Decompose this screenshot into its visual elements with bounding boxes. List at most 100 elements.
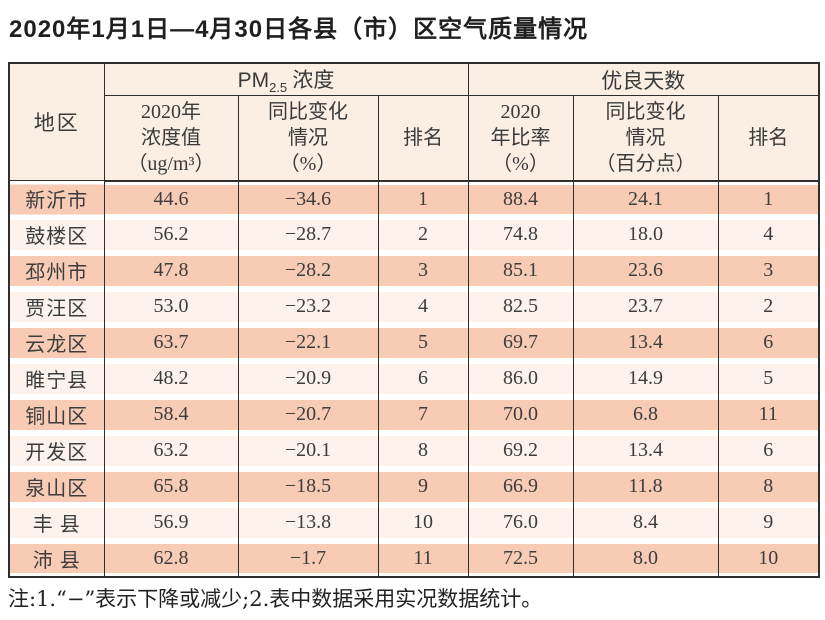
cell-days-rank: 3 <box>717 252 820 289</box>
cell-pm-change: −20.9 <box>237 360 379 397</box>
table-row: 邳州市 47.8 −28.2 3 85.1 23.6 3 <box>8 252 820 289</box>
cell-pm-value: 58.4 <box>103 396 239 433</box>
cell-pm-value: 65.8 <box>103 468 239 505</box>
cell-days-change: 8.0 <box>572 540 719 577</box>
cell-days-ratio: 74.8 <box>467 216 574 253</box>
cell-pm-change: −20.7 <box>237 396 379 433</box>
cell-days-change: 23.7 <box>572 288 719 325</box>
cell-pm-value: 44.6 <box>103 180 239 217</box>
page-title: 2020年1月1日—4月30日各县（市）区空气质量情况 <box>9 16 589 43</box>
pm25-label-prefix: PM <box>237 69 270 92</box>
table-row: 泉山区 65.8 −18.5 9 66.9 11.8 8 <box>8 468 820 505</box>
cell-pm-rank: 10 <box>377 504 469 541</box>
footnote: 注:1.“−”表示下降或减少;2.表中数据采用实况数据统计。 <box>8 587 543 611</box>
cell-days-ratio: 70.0 <box>467 396 574 433</box>
cell-pm-value: 62.8 <box>103 540 239 577</box>
cell-region: 云龙区 <box>8 324 105 361</box>
cell-days-rank: 4 <box>717 216 820 253</box>
table-row: 铜山区 58.4 −20.7 7 70.0 6.8 11 <box>8 396 820 433</box>
cell-pm-value: 63.2 <box>103 432 239 469</box>
cell-pm-value: 56.9 <box>103 504 239 541</box>
cell-days-rank: 10 <box>717 540 820 577</box>
cell-region: 泉山区 <box>8 468 105 505</box>
cell-pm-rank: 6 <box>377 360 469 397</box>
column-group-good-days: 优良天数 <box>467 63 820 97</box>
cell-region: 鼓楼区 <box>8 216 105 253</box>
cell-pm-rank: 9 <box>377 468 469 505</box>
cell-days-ratio: 69.7 <box>467 324 574 361</box>
table-header: 地区 PM2.5 浓度 优良天数 2020年 浓度值 （ug/m³） 同比变化 … <box>8 63 820 182</box>
cell-days-rank: 8 <box>717 468 820 505</box>
cell-days-ratio: 82.5 <box>467 288 574 325</box>
cell-days-change: 13.4 <box>572 324 719 361</box>
cell-region: 贾汪区 <box>8 288 105 325</box>
cell-pm-value: 48.2 <box>103 360 239 397</box>
cell-days-change: 8.4 <box>572 504 719 541</box>
cell-days-rank: 6 <box>717 324 820 361</box>
cell-region: 开发区 <box>8 432 105 469</box>
table-body: 新沂市 44.6 −34.6 1 88.4 24.1 1 鼓楼区 56.2 −28.7 2 74.8 1… <box>8 180 820 577</box>
cell-days-ratio: 66.9 <box>467 468 574 505</box>
cell-pm-change: −13.8 <box>237 504 379 541</box>
cell-pm-change: −22.1 <box>237 324 379 361</box>
cell-region: 邳州市 <box>8 252 105 289</box>
cell-pm-rank: 4 <box>377 288 469 325</box>
column-header-pm-rank: 排名 <box>377 95 469 182</box>
cell-days-ratio: 85.1 <box>467 252 574 289</box>
cell-days-ratio: 69.2 <box>467 432 574 469</box>
cell-pm-change: −28.2 <box>237 252 379 289</box>
column-header-pm-change: 同比变化 情况 （%） <box>237 95 379 182</box>
cell-region: 沛 县 <box>8 540 105 577</box>
cell-pm-rank: 8 <box>377 432 469 469</box>
cell-pm-value: 47.8 <box>103 252 239 289</box>
pm25-label-subscript: 2.5 <box>269 80 288 96</box>
cell-pm-value: 56.2 <box>103 216 239 253</box>
header-group-row: 地区 PM2.5 浓度 优良天数 <box>8 63 820 182</box>
cell-region: 新沂市 <box>8 180 105 217</box>
table-row: 鼓楼区 56.2 −28.7 2 74.8 18.0 4 <box>8 216 820 253</box>
table-row: 新沂市 44.6 −34.6 1 88.4 24.1 1 <box>8 180 820 217</box>
cell-days-rank: 5 <box>717 360 820 397</box>
cell-days-ratio: 76.0 <box>467 504 574 541</box>
table-row: 开发区 63.2 −20.1 8 69.2 13.4 6 <box>8 432 820 469</box>
cell-days-change: 24.1 <box>572 180 719 217</box>
cell-pm-rank: 7 <box>377 396 469 433</box>
table-row: 丰 县 56.9 −13.8 10 76.0 8.4 9 <box>8 504 820 541</box>
cell-days-rank: 9 <box>717 504 820 541</box>
air-quality-table: 地区 PM2.5 浓度 优良天数 2020年 浓度值 （ug/m³） 同比变化 … <box>8 62 820 578</box>
cell-pm-rank: 2 <box>377 216 469 253</box>
cell-days-change: 11.8 <box>572 468 719 505</box>
cell-region: 丰 县 <box>8 504 105 541</box>
cell-pm-value: 63.7 <box>103 324 239 361</box>
cell-pm-change: −23.2 <box>237 288 379 325</box>
cell-region: 睢宁县 <box>8 360 105 397</box>
table-row: 沛 县 62.8 −1.7 11 72.5 8.0 10 <box>8 540 820 577</box>
cell-days-change: 6.8 <box>572 396 719 433</box>
cell-pm-change: −1.7 <box>237 540 379 577</box>
column-group-pm25: PM2.5 浓度 <box>103 63 469 97</box>
table-row: 贾汪区 53.0 −23.2 4 82.5 23.7 2 <box>8 288 820 325</box>
cell-days-rank: 2 <box>717 288 820 325</box>
cell-pm-value: 53.0 <box>103 288 239 325</box>
pm25-label-suffix: 浓度 <box>287 68 335 92</box>
column-header-days-rank: 排名 <box>717 95 820 182</box>
cell-days-ratio: 88.4 <box>467 180 574 217</box>
header-sub-row: 2020年 浓度值 （ug/m³） 同比变化 情况 （%） 排名 2020 年比… <box>9 95 820 182</box>
cell-days-ratio: 86.0 <box>467 360 574 397</box>
cell-pm-change: −34.6 <box>237 180 379 217</box>
column-header-region: 地区 <box>8 63 105 182</box>
cell-days-rank: 6 <box>717 432 820 469</box>
cell-pm-change: −18.5 <box>237 468 379 505</box>
cell-days-rank: 1 <box>717 180 820 217</box>
table-row: 睢宁县 48.2 −20.9 6 86.0 14.9 5 <box>8 360 820 397</box>
cell-days-change: 23.6 <box>572 252 719 289</box>
cell-pm-rank: 1 <box>377 180 469 217</box>
cell-days-change: 18.0 <box>572 216 719 253</box>
table-row: 云龙区 63.7 −22.1 5 69.7 13.4 6 <box>8 324 820 361</box>
cell-days-rank: 11 <box>717 396 820 433</box>
cell-pm-rank: 5 <box>377 324 469 361</box>
cell-pm-change: −20.1 <box>237 432 379 469</box>
cell-pm-change: −28.7 <box>237 216 379 253</box>
column-header-days-ratio: 2020 年比率 （%） <box>467 95 574 182</box>
column-header-pm-value: 2020年 浓度值 （ug/m³） <box>103 95 239 182</box>
